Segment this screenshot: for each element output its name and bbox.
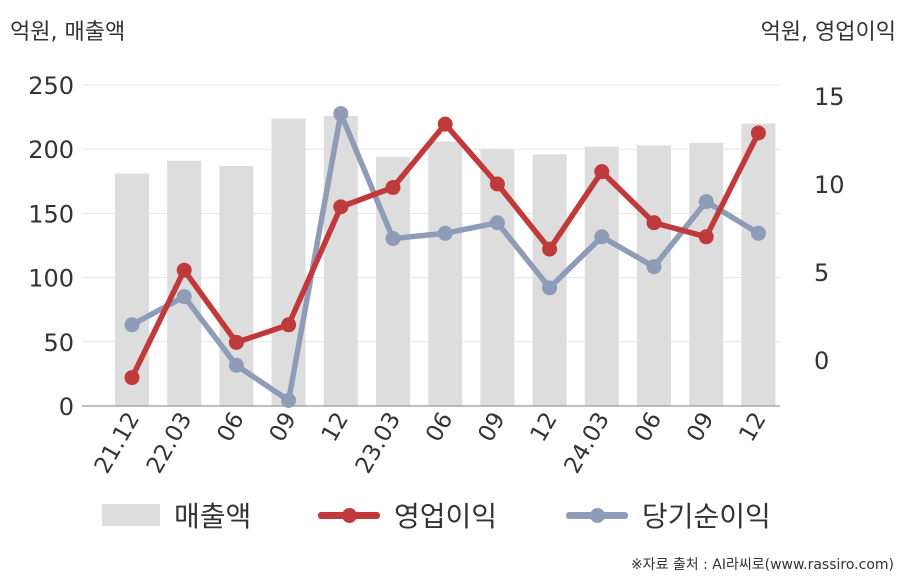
- x-tick-label: 09: [265, 408, 302, 446]
- x-tick-label: 06: [212, 408, 249, 446]
- x-tick-label: 21.12: [90, 408, 145, 478]
- bar: [323, 115, 358, 406]
- legend: 매출액 영업이익 당기순이익: [0, 490, 908, 540]
- series-point: [228, 357, 244, 373]
- series-point: [385, 180, 401, 196]
- line-series: [124, 106, 766, 408]
- x-tick-label: 12: [317, 408, 354, 446]
- x-tick-label: 22.03: [142, 408, 197, 478]
- series-point: [333, 106, 349, 122]
- bar: [741, 123, 776, 407]
- legend-item-revenue: 매출액: [102, 490, 251, 540]
- series-point: [594, 164, 610, 180]
- bar: [532, 154, 567, 406]
- x-tick-label: 06: [630, 408, 667, 446]
- bar: [480, 149, 515, 406]
- series-point: [489, 215, 505, 231]
- x-tick-label: 23.03: [351, 408, 406, 478]
- bar: [428, 141, 463, 406]
- left-y-tick-label: 250: [28, 72, 74, 100]
- series-point: [489, 176, 505, 192]
- series-point: [646, 215, 662, 231]
- right-y-tick-label: 0: [814, 347, 829, 375]
- series-point: [176, 262, 192, 278]
- bar: [376, 156, 410, 406]
- series-point: [750, 225, 766, 241]
- x-tick-label: 12: [734, 408, 771, 446]
- bar: [689, 142, 724, 406]
- bar: [115, 173, 149, 406]
- series-point: [698, 229, 714, 245]
- left-axis-unit-label: 억원, 매출액: [10, 20, 126, 45]
- series-point: [698, 194, 714, 210]
- series-point: [124, 370, 140, 386]
- x-tick-label: 09: [473, 408, 510, 446]
- series-point: [542, 241, 558, 257]
- bar: [271, 118, 306, 406]
- series-point: [176, 289, 192, 305]
- left-y-tick-label: 0: [59, 393, 74, 421]
- right-y-tick-label: 10: [814, 171, 845, 199]
- x-tick-label: 06: [421, 408, 458, 446]
- legend-item-operating-profit: 영업이익: [318, 490, 497, 540]
- left-y-ticks: 0 50 100 150 200 250: [28, 72, 74, 421]
- legend-label-revenue: 매출액: [174, 500, 252, 533]
- left-y-tick-label: 150: [28, 200, 74, 228]
- legend-swatch-operating-profit: [318, 504, 380, 526]
- bar: [637, 145, 671, 406]
- x-tick-label: 24.03: [560, 408, 615, 478]
- series-point: [281, 392, 297, 408]
- left-y-tick-label: 50: [43, 329, 74, 357]
- right-y-ticks: 0 5 10 15: [814, 83, 845, 375]
- right-y-tick-label: 5: [814, 259, 829, 287]
- right-y-tick-label: 15: [814, 83, 845, 111]
- series-point: [124, 317, 140, 333]
- series-point: [542, 280, 558, 296]
- bar-series: [115, 115, 776, 407]
- source-credit: ※자료 출처 : AI라씨로(www.rassiro.com): [630, 557, 894, 573]
- series-point: [228, 334, 244, 350]
- series-point: [333, 199, 349, 215]
- series-point: [281, 317, 297, 333]
- series-point: [750, 125, 766, 141]
- series-point: [437, 225, 453, 241]
- legend-label-net-income: 당기순이익: [642, 500, 771, 533]
- series-point: [594, 229, 610, 245]
- legend-item-net-income: 당기순이익: [566, 490, 771, 540]
- legend-swatch-revenue: [102, 504, 160, 526]
- left-y-tick-label: 200: [28, 136, 74, 164]
- legend-swatch-net-income: [566, 504, 628, 526]
- x-tick-label: 09: [682, 408, 719, 446]
- legend-label-operating-profit: 영업이익: [394, 500, 498, 533]
- right-axis-unit-label: 억원, 영업이익: [760, 20, 896, 45]
- series-point: [385, 231, 401, 247]
- left-y-tick-label: 100: [28, 265, 74, 293]
- series-point: [646, 259, 662, 275]
- series-point: [437, 116, 453, 132]
- x-tick-label: 12: [526, 408, 563, 446]
